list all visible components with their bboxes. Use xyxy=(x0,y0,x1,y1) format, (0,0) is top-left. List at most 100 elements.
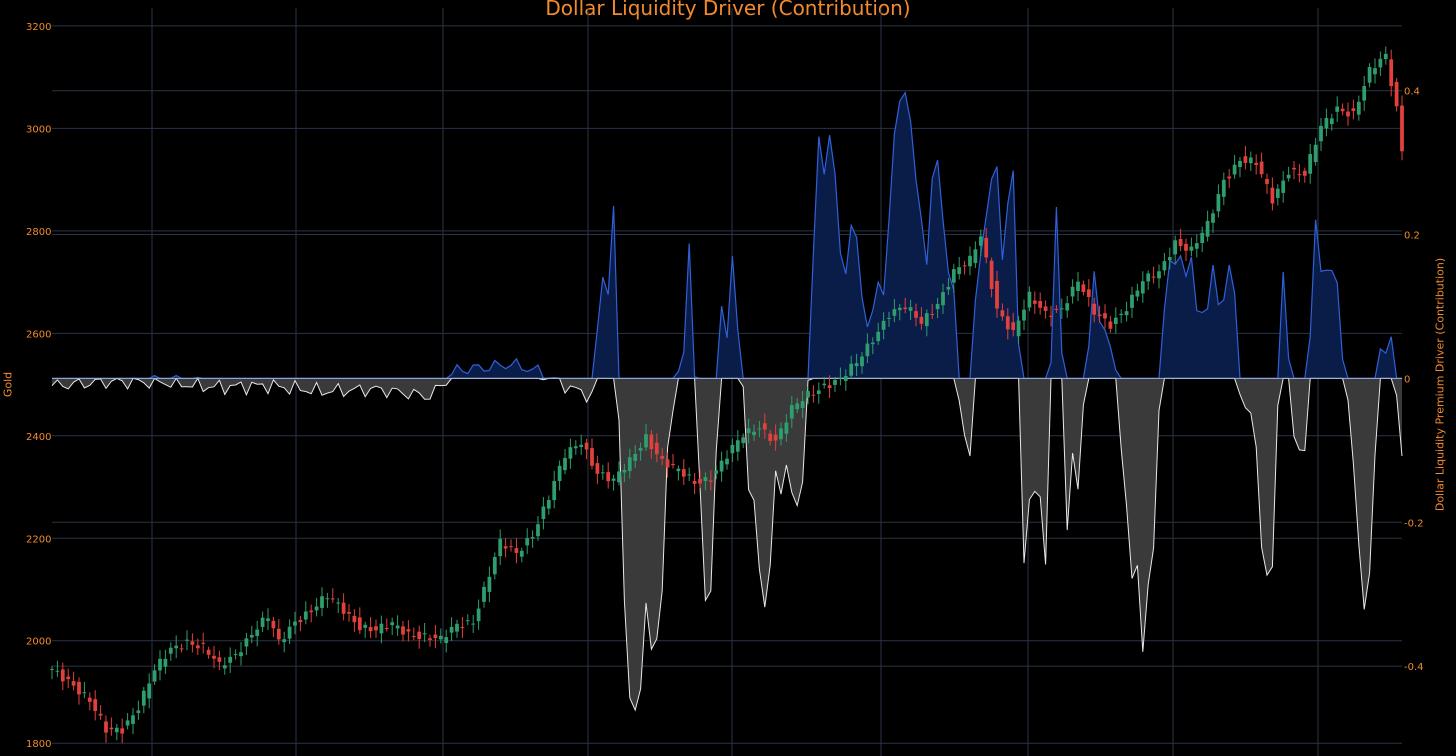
candle-body xyxy=(1373,68,1377,75)
candle-body xyxy=(606,472,611,482)
candle-body xyxy=(622,469,627,473)
candle-body xyxy=(892,309,897,316)
candle-body xyxy=(1005,316,1010,330)
candle-body xyxy=(1346,111,1350,117)
candle-body xyxy=(498,538,503,557)
candle-body xyxy=(962,265,967,267)
candle-body xyxy=(687,474,692,476)
candle-body xyxy=(401,626,405,635)
candle-body xyxy=(55,670,60,672)
candle-body xyxy=(1043,306,1048,311)
y-tick-left: 3200 xyxy=(26,22,51,33)
y-tick-right: 0.4 xyxy=(1404,87,1420,98)
candle-body xyxy=(93,699,98,712)
candle-body xyxy=(773,434,778,441)
candle-body xyxy=(692,480,697,484)
candle-body xyxy=(158,658,162,671)
candle-body xyxy=(390,622,395,626)
candle-body xyxy=(1324,117,1329,129)
candle-body xyxy=(1076,281,1080,291)
candle-body xyxy=(1054,308,1059,310)
candle-body xyxy=(595,463,600,474)
candle-body xyxy=(309,610,314,613)
candle-body xyxy=(125,720,130,726)
candle-body xyxy=(730,444,735,454)
candle-body xyxy=(1205,220,1210,237)
candle-body xyxy=(638,447,643,451)
candle-body xyxy=(660,455,665,459)
candle-body xyxy=(1038,301,1043,308)
candle-body xyxy=(714,470,719,474)
candle-body xyxy=(1394,81,1399,107)
y-tick-right: 0 xyxy=(1404,374,1410,385)
candle-body xyxy=(968,255,972,267)
y-tick-right: 0.2 xyxy=(1404,231,1420,242)
candle-body xyxy=(50,668,54,670)
candle-body xyxy=(395,625,400,629)
candle-body xyxy=(433,634,438,639)
candle-body xyxy=(843,376,848,381)
candle-body xyxy=(141,690,146,706)
candle-body xyxy=(838,377,843,379)
candle-body xyxy=(1140,281,1145,294)
candle-body xyxy=(1400,105,1404,152)
candle-body xyxy=(779,428,783,440)
candle-body xyxy=(352,615,357,623)
candle-body xyxy=(1189,246,1194,251)
candle-body xyxy=(746,428,751,434)
candle-body xyxy=(87,697,92,702)
y-tick-right: -0.4 xyxy=(1404,662,1424,673)
candle-body xyxy=(1200,232,1205,244)
candle-body xyxy=(514,548,519,553)
candle-body xyxy=(1059,308,1064,310)
candle-body xyxy=(163,658,168,667)
candle-body xyxy=(428,638,432,640)
candle-body xyxy=(1356,101,1361,115)
candle-body xyxy=(584,442,589,450)
candle-body xyxy=(314,606,319,611)
candle-body xyxy=(1146,273,1151,282)
candle-body xyxy=(924,313,929,327)
candle-body xyxy=(341,602,346,614)
candle-body xyxy=(438,635,443,640)
candle-body xyxy=(546,500,551,509)
candle-body xyxy=(482,586,486,602)
candle-body xyxy=(897,307,902,311)
candle-body xyxy=(77,681,81,695)
candle-body xyxy=(1130,294,1134,308)
candle-body xyxy=(557,465,562,481)
candle-body xyxy=(282,639,287,643)
candle-body xyxy=(201,642,206,644)
candle-body xyxy=(1270,187,1275,204)
candle-body xyxy=(1308,154,1313,174)
candle-body xyxy=(255,629,260,636)
candle-body xyxy=(995,280,999,309)
candle-body xyxy=(811,394,816,396)
candle-body xyxy=(1329,118,1334,125)
candle-body xyxy=(1389,59,1394,87)
candle-body xyxy=(444,637,449,644)
candle-body xyxy=(1292,167,1296,170)
candle-body xyxy=(1211,213,1215,223)
candle-body xyxy=(1383,53,1388,60)
candle-body xyxy=(698,479,702,484)
candle-body xyxy=(563,457,567,471)
candle-body xyxy=(752,431,756,436)
candle-body xyxy=(1340,108,1345,112)
candle-body xyxy=(1119,313,1124,316)
candle-body xyxy=(822,383,827,386)
candle-body xyxy=(1113,317,1118,325)
driver-negative-area xyxy=(52,378,1402,711)
candle-body xyxy=(946,286,951,290)
candle-body xyxy=(708,480,713,482)
candle-body xyxy=(989,260,994,290)
candle-body xyxy=(136,710,141,714)
candle-body xyxy=(1227,176,1232,179)
candle-body xyxy=(1103,313,1107,319)
y-tick-left: 3000 xyxy=(26,124,51,135)
candle-body xyxy=(66,676,71,680)
candle-body xyxy=(233,654,238,656)
candle-body xyxy=(417,631,422,640)
